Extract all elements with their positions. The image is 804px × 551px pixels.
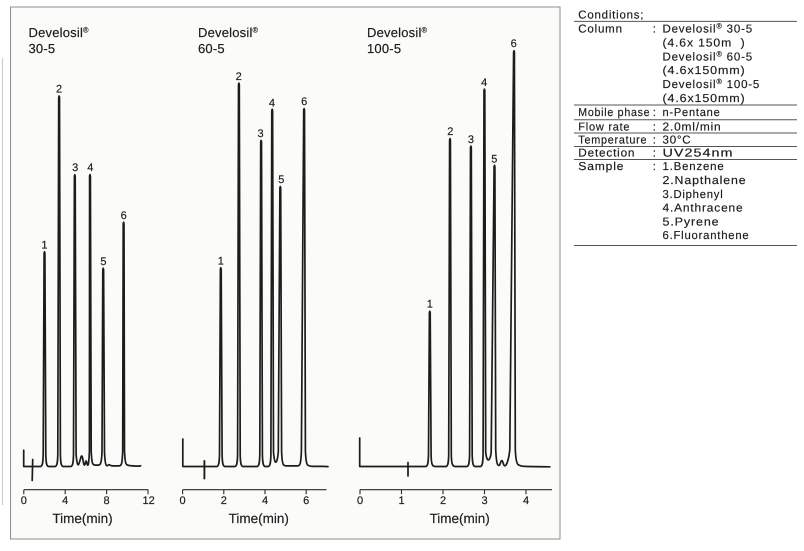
svg-text:Flow rate: Flow rate: [578, 122, 630, 134]
svg-text:Develosil®: Develosil®: [198, 25, 259, 40]
svg-text:0: 0: [21, 495, 27, 507]
svg-text:60-5: 60-5: [198, 41, 225, 56]
svg-text:3: 3: [468, 134, 474, 146]
svg-text:4: 4: [523, 495, 529, 507]
svg-text:Mobile phase: Mobile phase: [578, 107, 650, 119]
svg-text:2: 2: [440, 495, 446, 507]
svg-text:4: 4: [87, 162, 93, 174]
svg-text:5: 5: [278, 174, 284, 186]
svg-text:6.Fluoranthene: 6.Fluoranthene: [663, 230, 750, 242]
svg-text:1: 1: [398, 495, 404, 507]
svg-text:Develosil® 30-5: Develosil® 30-5: [663, 22, 753, 36]
svg-text:Time(min): Time(min): [52, 511, 112, 526]
svg-text:2.0ml/min: 2.0ml/min: [663, 122, 722, 134]
svg-text:Time(min): Time(min): [229, 511, 289, 526]
svg-text:2: 2: [221, 495, 227, 507]
svg-text:2.Napthalene: 2.Napthalene: [663, 175, 747, 187]
svg-text:(4.6x150mm): (4.6x150mm): [663, 65, 746, 77]
svg-text:4: 4: [62, 495, 68, 507]
svg-text:1: 1: [218, 255, 224, 267]
svg-text:Develosil®: Develosil®: [29, 25, 90, 40]
svg-text:0: 0: [180, 495, 186, 507]
svg-text:4: 4: [262, 495, 268, 507]
svg-text:Time(min): Time(min): [430, 511, 490, 526]
svg-text:5: 5: [491, 153, 497, 165]
svg-text::: :: [653, 107, 657, 119]
svg-text:6: 6: [121, 210, 127, 222]
svg-text:3: 3: [72, 162, 78, 174]
svg-text:Develosil® 100-5: Develosil® 100-5: [663, 77, 761, 91]
svg-text:30°C: 30°C: [663, 135, 692, 147]
svg-text:4: 4: [481, 77, 487, 89]
svg-text:(4.6x150mm): (4.6x150mm): [663, 93, 746, 105]
svg-text:2: 2: [236, 71, 242, 83]
svg-text:2: 2: [447, 126, 453, 138]
svg-text:Conditions;: Conditions;: [578, 9, 644, 21]
svg-text:Detection: Detection: [578, 148, 635, 160]
svg-text:1: 1: [41, 239, 47, 251]
svg-text:3.Diphenyl: 3.Diphenyl: [663, 189, 724, 201]
svg-text:Develosil®: Develosil®: [367, 25, 428, 40]
svg-text::: :: [653, 24, 657, 36]
svg-text:3: 3: [481, 495, 487, 507]
svg-text:30-5: 30-5: [29, 41, 56, 56]
svg-text:Column: Column: [578, 24, 623, 36]
svg-text:Sample: Sample: [578, 161, 624, 173]
svg-text:(4.6x 150m ): (4.6x 150m ): [663, 38, 746, 50]
svg-text:8: 8: [104, 495, 110, 507]
svg-text:Temperature: Temperature: [578, 135, 647, 147]
svg-text::: :: [653, 122, 657, 134]
svg-text:6: 6: [303, 495, 309, 507]
svg-text:6: 6: [511, 38, 517, 50]
svg-text:2: 2: [56, 84, 62, 96]
svg-text:Develosil® 60-5: Develosil® 60-5: [663, 49, 753, 63]
svg-text::: :: [653, 161, 657, 173]
svg-text:12: 12: [142, 495, 154, 507]
svg-text:4.Anthracene: 4.Anthracene: [663, 203, 744, 215]
svg-text:100-5: 100-5: [367, 41, 401, 56]
svg-text:UV254nm: UV254nm: [663, 148, 734, 160]
svg-text:1.Benzene: 1.Benzene: [663, 161, 725, 173]
svg-text:1: 1: [427, 299, 433, 311]
svg-text:6: 6: [301, 96, 307, 108]
svg-text:n-Pentane: n-Pentane: [663, 107, 721, 119]
svg-text:0: 0: [357, 495, 363, 507]
svg-text:5: 5: [100, 256, 106, 268]
svg-text:4: 4: [269, 97, 275, 109]
svg-text:3: 3: [258, 128, 264, 140]
svg-text::: :: [653, 135, 657, 147]
svg-text::: :: [653, 148, 657, 160]
svg-text:5.Pyrene: 5.Pyrene: [663, 216, 720, 228]
